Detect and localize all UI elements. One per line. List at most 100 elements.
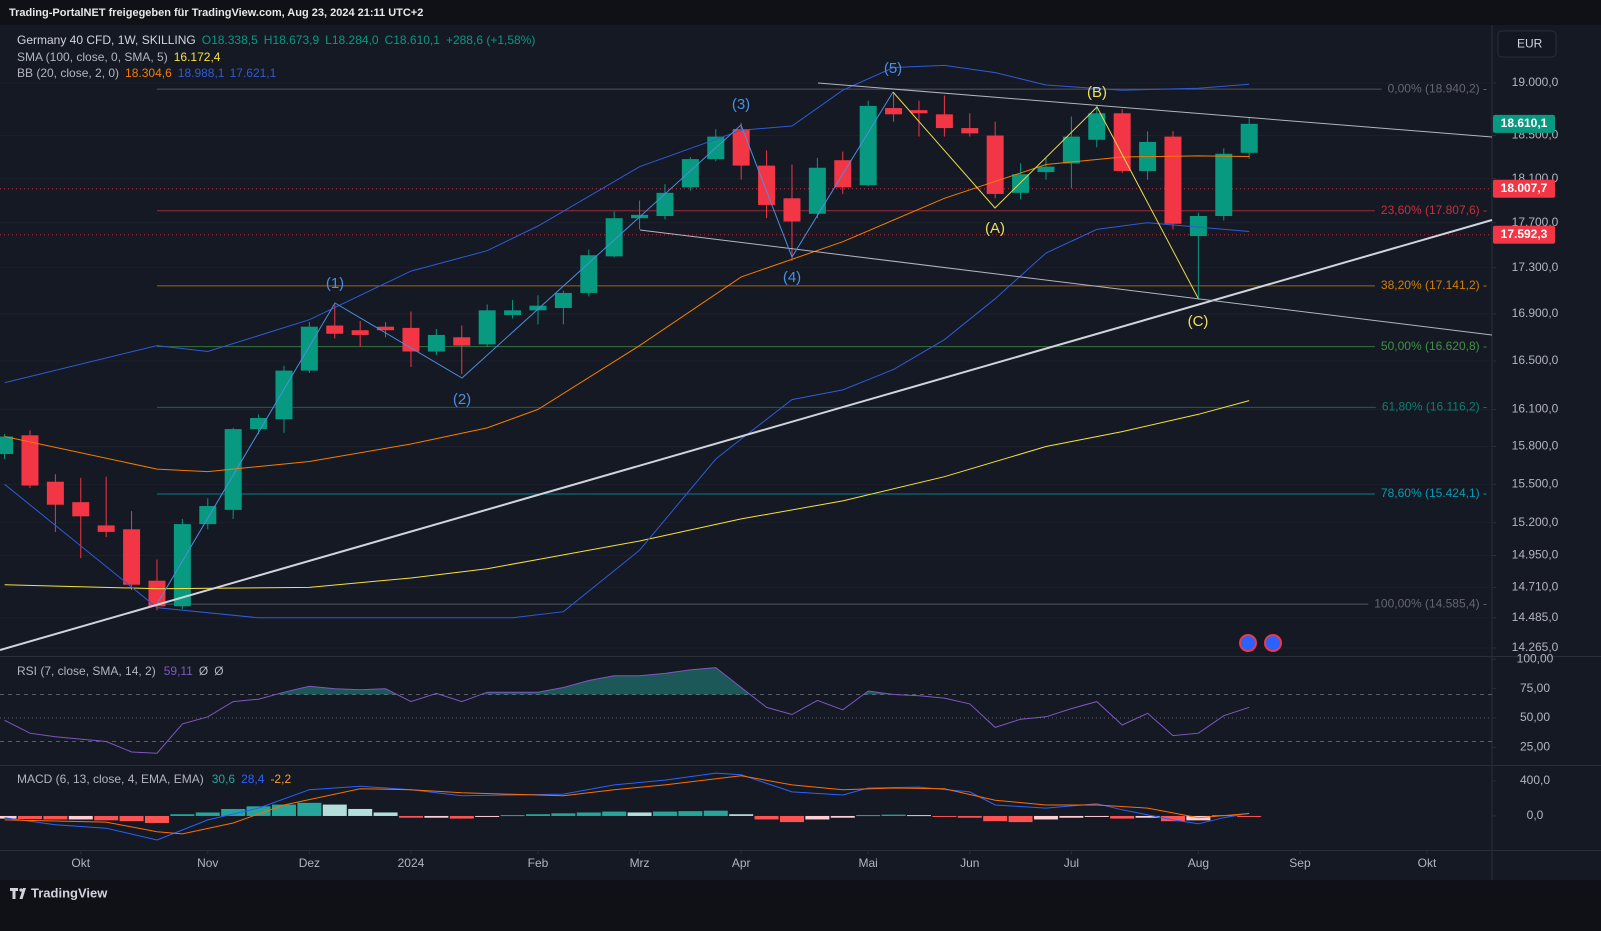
histogram-bar	[779, 815, 804, 823]
drawings: (1) (2) (3) (4) (5) (A) (B) (C)	[0, 60, 1493, 652]
candle-body	[351, 330, 369, 335]
macd-pane	[0, 772, 1262, 841]
x-tick-label: Okt	[71, 856, 90, 870]
candle-body	[986, 135, 1004, 194]
x-tick-label: Jun	[960, 856, 979, 870]
legend: Germany 40 CFD, 1W, SKILLING O18.338,5 H18…	[17, 33, 535, 47]
y-tick-label: 400,0	[1520, 773, 1550, 787]
histogram-bar	[170, 814, 195, 816]
overbought-fill	[4, 667, 1250, 695]
trend-line	[639, 229, 1493, 336]
histogram-bar	[144, 815, 169, 823]
candle-body	[529, 305, 547, 311]
wave-label: (B)	[1087, 84, 1107, 101]
symbol-title: Germany 40 CFD, 1W, SKILLING	[17, 33, 196, 47]
histogram-bar	[373, 812, 398, 816]
histogram-bar	[576, 812, 601, 816]
logo-mark	[10, 888, 18, 899]
candle-body	[377, 326, 395, 331]
event-icon[interactable]	[1239, 634, 1257, 652]
x-tick-label: Aug	[1188, 856, 1209, 870]
y-tick-label: 14.950,0	[1512, 548, 1559, 562]
histogram-bar	[1135, 815, 1160, 818]
histogram-bar	[1160, 815, 1185, 822]
candle-body	[46, 481, 64, 505]
wave-label: (5)	[884, 60, 902, 77]
wave-label: (1)	[326, 275, 344, 292]
axes: 19.000,018.500,018.100,017.700,017.300,0…	[71, 75, 1558, 870]
quote: C18.610,1	[385, 33, 441, 47]
candle-body	[681, 159, 699, 188]
candle-body	[554, 292, 572, 309]
rsi-line	[4, 667, 1250, 754]
candle-body	[961, 128, 979, 134]
candle-body	[732, 129, 750, 166]
histogram-bar	[1084, 815, 1109, 817]
header-text: Trading-PortalNET freigegeben für Tradin…	[9, 7, 423, 19]
fib-label: 78,60% (15.424,1) -	[1381, 486, 1487, 500]
legend-item: -2,2	[270, 772, 291, 786]
histogram-bar	[43, 815, 68, 820]
wave-label: (C)	[1188, 313, 1209, 330]
candle-body	[72, 502, 90, 517]
y-tick-label: 16.900,0	[1512, 306, 1559, 320]
histogram-bar	[94, 815, 119, 821]
wave-label: (4)	[783, 269, 801, 286]
histogram-bar	[957, 815, 982, 818]
histogram-bar	[627, 812, 652, 816]
brand: TradingView	[31, 885, 108, 900]
candle-body	[1113, 113, 1131, 172]
histogram-bar	[830, 815, 855, 818]
indicator-line	[4, 155, 1250, 473]
candle-body	[300, 326, 318, 371]
histogram-bar	[221, 808, 246, 816]
x-tick-label: Okt	[1418, 856, 1437, 870]
candle-body	[123, 529, 141, 585]
histogram-bar	[297, 802, 322, 816]
legend-item: 18.988,1	[178, 66, 225, 80]
candle-body	[808, 167, 826, 214]
candle-body	[1240, 123, 1258, 153]
wave-label: (A)	[985, 220, 1005, 237]
legend-item: Ø	[214, 664, 223, 678]
candle-body	[453, 337, 471, 346]
candle-body	[656, 192, 674, 216]
candle-body	[910, 110, 928, 114]
legend-item: 16.172,4	[174, 50, 221, 64]
candle-body	[21, 435, 39, 486]
fib-label: 61,80% (16.116,2) -	[1382, 400, 1487, 414]
legend-item: 59,11	[164, 664, 193, 678]
y-tick-label: 100,00	[1517, 652, 1554, 666]
histogram-bar	[551, 813, 576, 816]
wave-line	[156, 91, 894, 605]
candle-body	[0, 436, 14, 454]
histogram-bar	[17, 815, 42, 820]
grid	[0, 82, 1492, 649]
candle-body	[1088, 113, 1106, 140]
y-tick-label: 75,00	[1520, 681, 1550, 695]
candle-body	[275, 370, 293, 420]
legend: RSI (7, close, SMA, 14, 2) 59,11 Ø Ø	[17, 664, 224, 678]
histogram-bar	[805, 815, 830, 820]
event-icon[interactable]	[1264, 634, 1282, 652]
x-tick-label: Feb	[528, 856, 549, 870]
legend-item: MACD (6, 13, close, 4, EMA, EMA)	[17, 772, 204, 786]
currency-button[interactable]	[1497, 30, 1557, 58]
y-tick-label: 50,00	[1520, 710, 1550, 724]
candle-body	[1037, 166, 1055, 173]
histogram-bar	[602, 811, 627, 816]
histogram-bar	[322, 804, 347, 816]
histogram-bar	[475, 815, 500, 817]
histogram-bar	[703, 810, 728, 816]
fib-label: 50,00% (16.620,8) -	[1381, 339, 1487, 353]
wave-label: (2)	[453, 391, 471, 408]
x-tick-label: Apr	[732, 856, 751, 870]
y-tick-label: 15.200,0	[1512, 515, 1559, 529]
legend-item: 30,6	[212, 772, 236, 786]
candle-body	[580, 255, 598, 293]
histogram-bar	[932, 815, 957, 817]
trend-line	[0, 219, 1493, 651]
currency-label: EUR	[1517, 37, 1543, 51]
x-tick-label: Dez	[299, 856, 320, 870]
